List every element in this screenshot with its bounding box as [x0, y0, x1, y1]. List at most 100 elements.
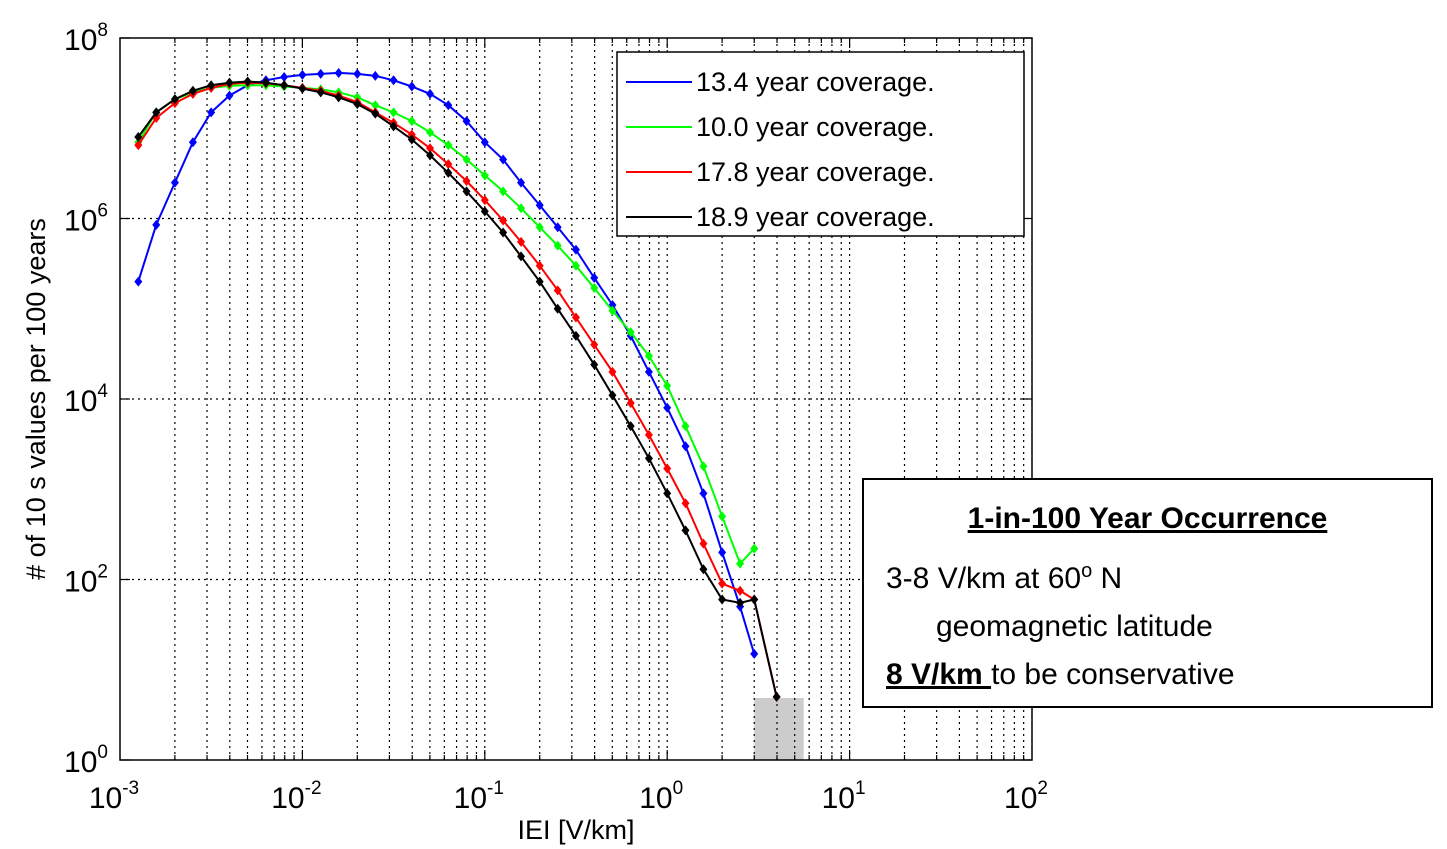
data-point [134, 140, 143, 151]
data-point [644, 453, 653, 464]
data-point [517, 203, 526, 214]
data-point [718, 511, 727, 522]
data-point [462, 176, 471, 187]
data-point [535, 276, 544, 287]
data-point [663, 463, 672, 474]
data-point [718, 594, 727, 605]
data-point [389, 107, 398, 118]
data-point [462, 186, 471, 197]
data-point [571, 260, 580, 271]
data-point [644, 366, 653, 377]
data-point [134, 276, 143, 287]
data-point [681, 498, 690, 509]
x-tick-base: 10 [639, 782, 672, 815]
y-tick-base: 10 [64, 746, 97, 779]
data-point [480, 170, 489, 181]
data-point [207, 80, 216, 91]
data-point [334, 92, 343, 103]
y-tick-label: 100 [64, 742, 108, 779]
y-tick-base: 10 [64, 385, 97, 418]
data-point [444, 159, 453, 170]
data-point [152, 107, 161, 118]
occurrence-annotation: 1-in-100 Year Occurrence 3-8 V/km at 60o… [862, 478, 1433, 708]
data-point [426, 143, 435, 154]
data-point [553, 222, 562, 233]
data-point [626, 421, 635, 432]
data-point [426, 127, 435, 138]
data-point [517, 177, 526, 188]
data-point [407, 81, 416, 92]
x-tick-label: 10-2 [271, 778, 321, 815]
annotation-line-3: 8 V/km to be conservative [886, 658, 1235, 691]
data-point [718, 547, 727, 558]
data-point [535, 222, 544, 233]
legend-label: 10.0 year coverage. [696, 112, 935, 142]
data-point [298, 83, 307, 94]
data-point [517, 251, 526, 262]
data-point [535, 200, 544, 211]
data-point [499, 215, 508, 226]
data-point [644, 429, 653, 440]
data-point [553, 240, 562, 251]
data-point [462, 154, 471, 165]
y-tick-label: 106 [64, 201, 108, 238]
annotation-line-1: 3-8 V/km at 60o N [886, 560, 1123, 595]
data-point [699, 461, 708, 472]
x-tick-base: 10 [89, 782, 122, 815]
data-point [608, 305, 617, 316]
data-point [389, 121, 398, 132]
x-tick-base: 10 [454, 782, 487, 815]
data-point [681, 525, 690, 536]
data-point [663, 402, 672, 413]
data-point [389, 75, 398, 86]
x-tick-base: 10 [271, 782, 304, 815]
data-point [499, 227, 508, 238]
data-point [353, 99, 362, 110]
y-tick-base: 10 [64, 24, 97, 57]
data-point [407, 134, 416, 145]
data-point [553, 285, 562, 296]
data-point [736, 558, 745, 569]
data-point [316, 68, 325, 79]
x-tick-base: 10 [822, 782, 855, 815]
data-point [480, 195, 489, 206]
y-tick-exponent: 2 [97, 562, 108, 583]
x-tick-exponent: -3 [122, 778, 139, 799]
data-point [444, 140, 453, 151]
data-point [681, 441, 690, 452]
y-tick-label: 108 [64, 20, 108, 57]
data-point [334, 67, 343, 78]
data-point [736, 585, 745, 596]
x-tick-label: 101 [822, 778, 866, 815]
y-tick-label: 102 [64, 562, 108, 599]
data-point [353, 68, 362, 79]
legend: 13.4 year coverage. 10.0 year coverage. 17… [616, 51, 1025, 237]
x-tick-base: 10 [1004, 782, 1037, 815]
y-tick-exponent: 8 [97, 20, 108, 41]
data-point [772, 691, 781, 702]
annotation-title: 1-in-100 Year Occurrence [967, 502, 1328, 535]
y-tick-exponent: 0 [97, 742, 108, 763]
data-point [590, 359, 599, 370]
data-point [261, 77, 270, 88]
data-point [243, 76, 252, 87]
data-point [608, 366, 617, 377]
data-point [590, 272, 599, 283]
data-point [225, 77, 234, 88]
data-point [535, 260, 544, 271]
data-point [571, 312, 580, 323]
data-point [188, 137, 197, 148]
data-point [188, 85, 197, 96]
series [134, 67, 781, 702]
data-point [152, 219, 161, 230]
data-point [280, 71, 289, 82]
data-point [407, 116, 416, 127]
data-point [170, 177, 179, 188]
data-point [170, 94, 179, 105]
data-point [499, 186, 508, 197]
highlight-band [754, 698, 804, 760]
data-point [426, 150, 435, 161]
data-point [644, 350, 653, 361]
data-point [736, 597, 745, 608]
data-point [134, 131, 143, 142]
